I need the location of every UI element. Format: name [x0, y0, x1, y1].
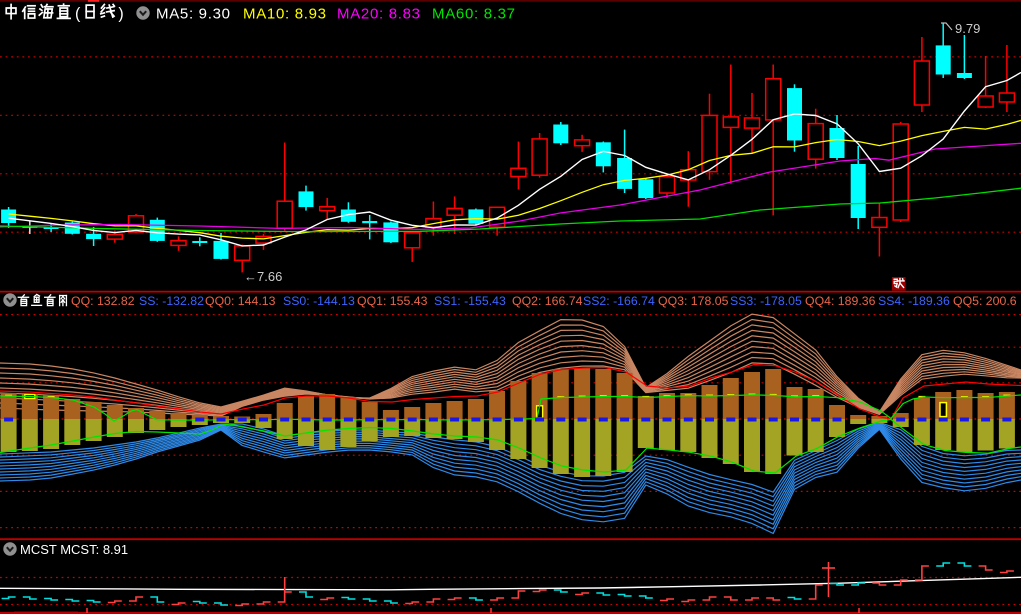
svg-text:SS1: -155.43: SS1: -155.43 [434, 294, 506, 308]
svg-text:QQ0: 144.13: QQ0: 144.13 [205, 294, 276, 308]
svg-text:MCST MCST: 8.91: MCST MCST: 8.91 [20, 542, 128, 557]
svg-text:QQ4: 189.36: QQ4: 189.36 [805, 294, 876, 308]
svg-text:SS3: -178.05: SS3: -178.05 [730, 294, 802, 308]
svg-text:QQ2: 166.74: QQ2: 166.74 [512, 294, 583, 308]
svg-text:MA10: 8.93: MA10: 8.93 [243, 6, 327, 23]
svg-text:): ) [118, 6, 123, 23]
svg-text:SS0: -144.13: SS0: -144.13 [283, 294, 355, 308]
svg-text:QQ3: 178.05: QQ3: 178.05 [658, 294, 729, 308]
svg-text:SS2: -166.74: SS2: -166.74 [583, 294, 655, 308]
svg-text:SS: -132.82: SS: -132.82 [139, 294, 204, 308]
svg-text:(: ( [75, 6, 81, 23]
svg-text:MA5: 9.30: MA5: 9.30 [156, 6, 231, 23]
svg-text:SS4: -189.36: SS4: -189.36 [878, 294, 950, 308]
svg-text:QQ1: 155.43: QQ1: 155.43 [357, 294, 428, 308]
svg-text:←7.66: ←7.66 [244, 269, 282, 284]
svg-text:9.79: 9.79 [955, 21, 980, 36]
svg-text:MA60: 8.37: MA60: 8.37 [432, 6, 516, 23]
svg-text:MA20: 8.83: MA20: 8.83 [337, 6, 421, 23]
svg-text:QQ: 132.82: QQ: 132.82 [71, 294, 135, 308]
svg-text:QQ5: 200.6: QQ5: 200.6 [953, 294, 1017, 308]
